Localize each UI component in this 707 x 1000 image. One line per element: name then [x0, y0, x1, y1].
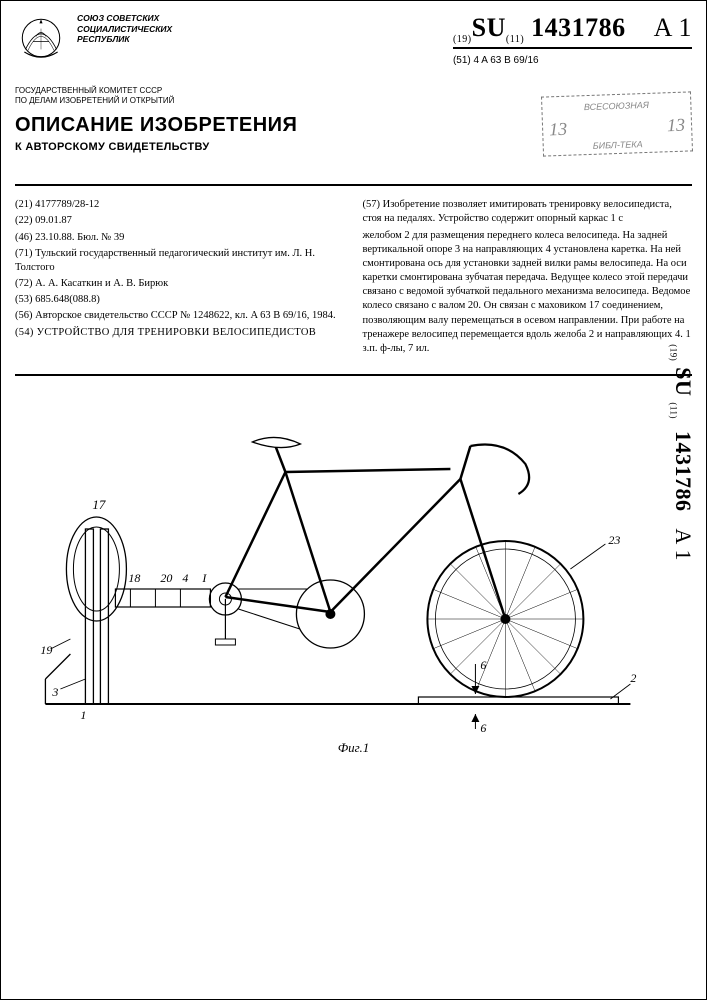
intcl-code: A 63 B 69/16: [481, 55, 538, 66]
stamp-line1: ВСЕСОЮЗНАЯ: [548, 99, 684, 114]
field-72: (72) А. А. Касаткин и А. В. Бирюк: [15, 277, 345, 291]
side-11: (11): [669, 402, 679, 419]
intcl-prefix: (51) 4: [453, 55, 479, 66]
fig-label-6b: 6: [480, 721, 486, 734]
field-56: (56) Авторское свидетельство СССР № 1248…: [15, 309, 345, 323]
fig-label-18: 18: [128, 571, 140, 585]
fig-label-20: 20: [160, 571, 172, 585]
field-46: (46) 23.10.88. Бюл. № 39: [15, 231, 345, 245]
docnum-number: 1431786: [531, 13, 626, 42]
side-country: SU: [671, 367, 696, 396]
stamp-num-right: 13: [667, 115, 686, 137]
page-title: ОПИСАНИЕ ИЗОБРЕТЕНИЯ: [15, 114, 297, 137]
fig-label-1: 1: [80, 708, 86, 722]
fig-label-4: 4: [182, 571, 188, 585]
stamp-num-left: 13: [549, 119, 568, 141]
library-stamp: ВСЕСОЮЗНАЯ 13 13 БИБЛ-ТЕКА: [541, 92, 693, 157]
fig-label-2: 2: [630, 671, 636, 685]
fig-label-23: 23: [608, 533, 620, 547]
docnum-11: (11): [506, 34, 524, 45]
divider: [15, 184, 692, 186]
field-21: (21) 4177789/28-12: [15, 198, 345, 212]
docnum-19: (19): [453, 34, 472, 45]
committee-text: ГОСУДАРСТВЕННЫЙ КОМИТЕТ СССР ПО ДЕЛАМ ИЗ…: [15, 86, 195, 106]
fig-label-I: I: [201, 571, 207, 585]
fig-label-17: 17: [92, 497, 106, 512]
docnum-country: SU: [472, 13, 506, 42]
side-number: 1431786: [671, 431, 696, 512]
figure-caption: Фиг.1: [338, 740, 370, 756]
side-kind: A 1: [671, 528, 696, 561]
union-text: СОЮЗ СОВЕТСКИХ СОЦИАЛИСТИЧЕСКИХ РЕСПУБЛИ…: [77, 13, 217, 45]
fig-label-19: 19: [40, 643, 52, 657]
field-57: (57) Изобретение позволяет имитировать т…: [363, 198, 693, 226]
docnum-kind: A 1: [654, 13, 692, 42]
int-cl: (51) 4 A 63 B 69/16: [453, 55, 692, 66]
fig-label-3: 3: [51, 685, 58, 699]
field-71: (71) Тульский государственный педагогиче…: [15, 247, 345, 275]
figure-1: 17 18 20 4 I 19 3 1 6 6 2 23 Фиг.1: [15, 374, 692, 764]
field-54: (54) УСТРОЙСТВО ДЛЯ ТРЕНИРОВКИ ВЕЛОСИПЕД…: [15, 326, 345, 340]
field-53: (53) 685.648(088.8): [15, 293, 345, 307]
document-number: (19)SU(11) 1431786 A 1: [453, 13, 692, 49]
abstract-col2: желобом 2 для размещения переднего колес…: [363, 229, 693, 357]
page-subtitle: К АВТОРСКОМУ СВИДЕТЕЛЬСТВУ: [15, 141, 297, 153]
biblio-columns: (21) 4177789/28-12 (22) 09.01.87 (46) 23…: [15, 198, 692, 356]
side-19: (19): [669, 344, 679, 361]
state-emblem: [15, 13, 67, 65]
stamp-line3: БИБЛ-ТЕКА: [550, 138, 686, 153]
field-22: (22) 09.01.87: [15, 214, 345, 228]
fig-label-6t: 6: [480, 658, 486, 672]
side-docnum: (19) SU (11) 1431786 A 1: [669, 344, 696, 561]
